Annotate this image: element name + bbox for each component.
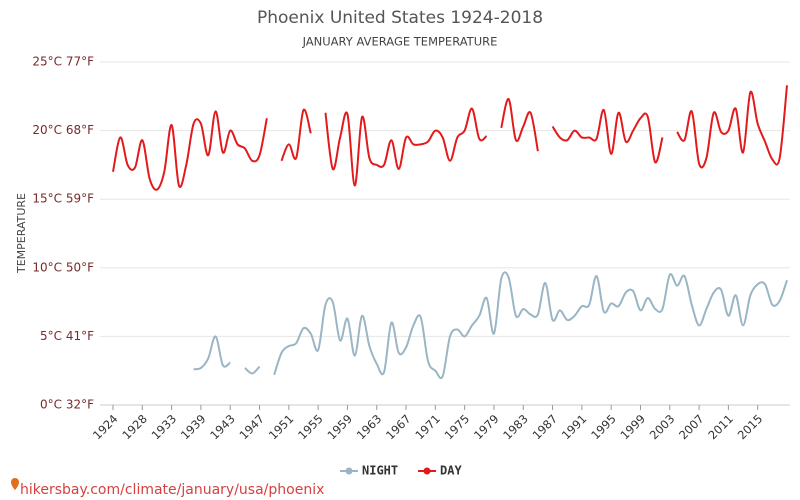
x-tick-label: 1928 [119,412,150,443]
y-tick-label: 5°C 41°F [40,329,94,343]
x-tick-label: 1924 [90,412,121,443]
x-tick-label: 1995 [588,412,619,443]
y-tick-label: 0°C 32°F [40,398,94,412]
x-tick-label: 1987 [530,412,561,443]
x-tick-label: 1947 [237,412,268,443]
x-tick-label: 2007 [676,412,707,443]
x-tick-label: 1943 [207,412,238,443]
x-tick-label: 1975 [442,412,473,443]
legend-swatch-dot [345,467,353,475]
x-tick-label: 1979 [471,412,502,443]
chart-subtitle: JANUARY AVERAGE TEMPERATURE [302,35,498,49]
x-tick-label: 1999 [617,412,648,443]
legend-swatch-dot [423,467,431,475]
chart-title: Phoenix United States 1924-2018 [257,8,543,28]
x-tick-label: 1963 [354,412,385,443]
x-tick-label: 1971 [412,412,443,443]
line [112,85,788,191]
line [193,271,788,380]
x-tick-label: 1959 [324,412,355,443]
y-tick-label: 25°C 77°F [32,55,94,69]
x-tick-label: 1951 [266,412,297,443]
legend-label: NIGHT [362,464,398,478]
y-tick-label: 20°C 68°F [32,123,94,137]
source: hikersbay.com/climate/january/usa/phoeni… [20,482,324,498]
legend-label: DAY [440,464,462,478]
x-tick-label: 1967 [383,412,414,443]
x-tick-label: 2011 [705,412,736,443]
y-tick-label: 10°C 50°F [32,260,94,274]
y-tick-label: 15°C 59°F [32,192,94,206]
pin-icon [11,478,19,490]
x-tick-label: 1939 [178,412,209,443]
x-tick-label: 1991 [559,412,590,443]
x-tick-label: 1983 [500,412,531,443]
x-tick-label: 1933 [149,412,180,443]
x-tick-label: 2015 [735,412,766,443]
x-tick-label: 2003 [647,412,678,443]
x-tick-label: 1955 [295,412,326,443]
y-axis-label: TEMPERATURE [15,193,28,274]
